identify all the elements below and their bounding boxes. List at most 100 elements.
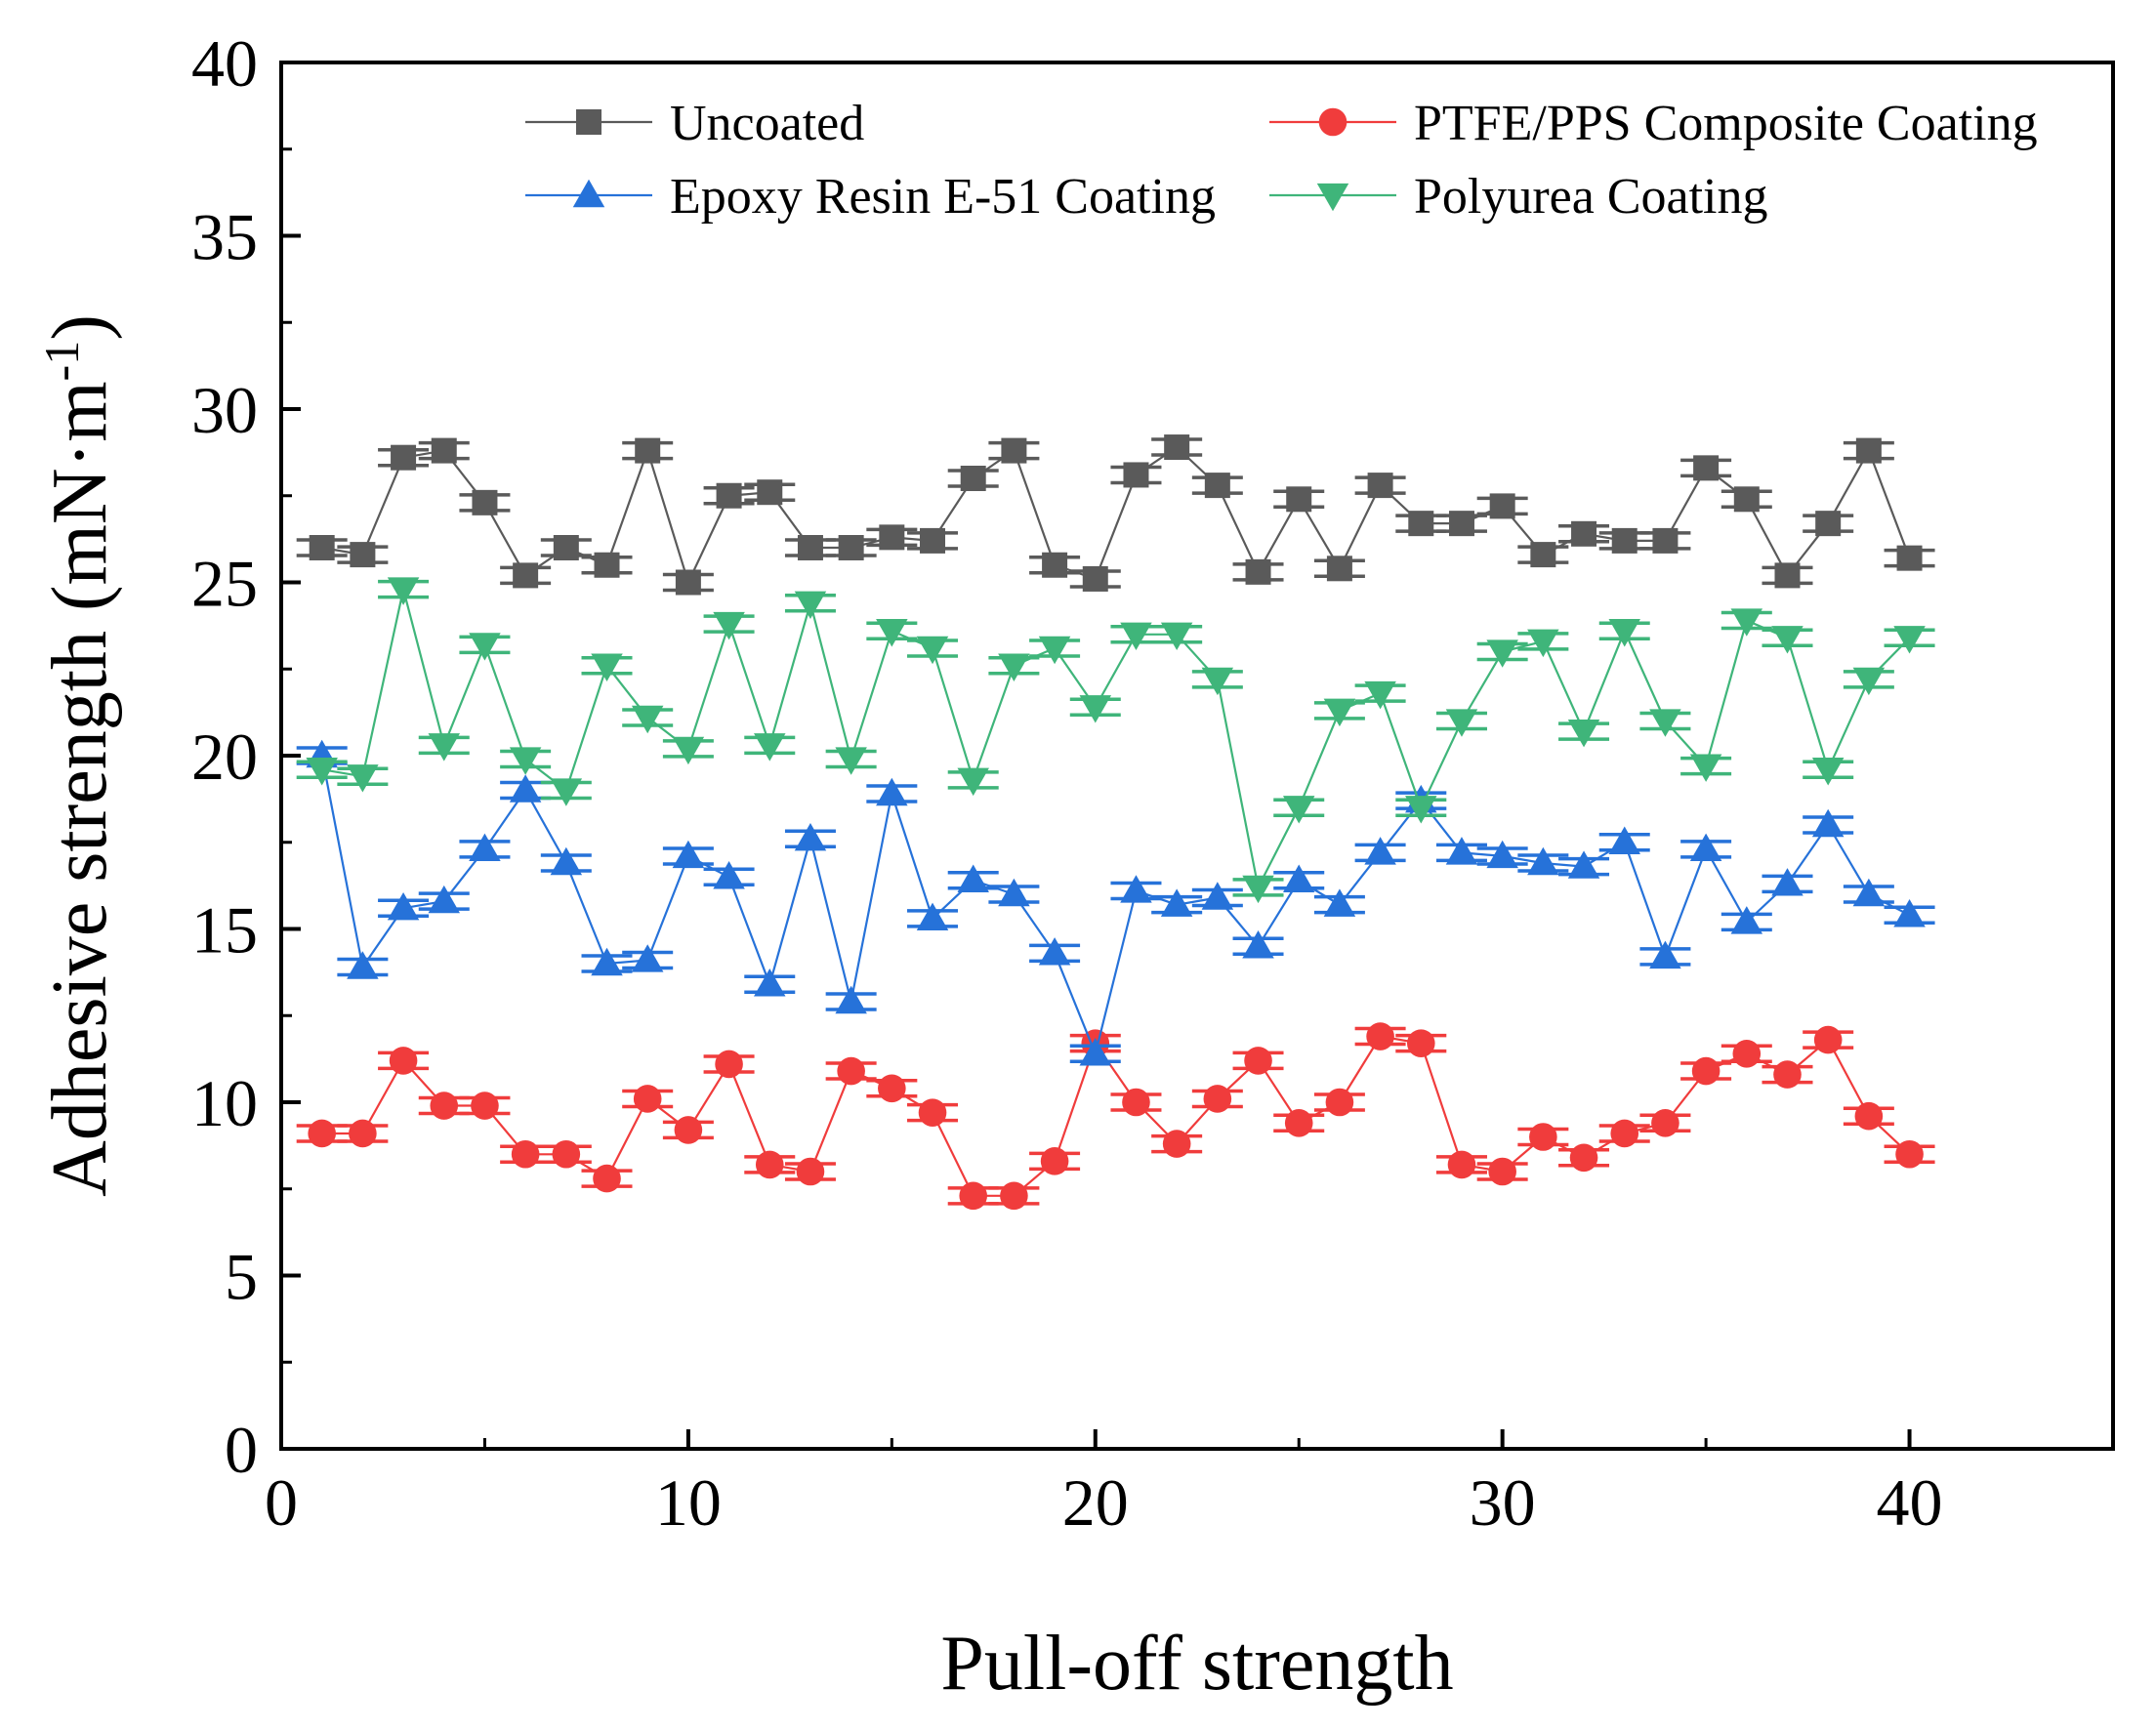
data-point [754, 733, 786, 762]
data-point [1120, 622, 1152, 650]
data-point [1852, 667, 1886, 696]
y-tick-label: 20 [191, 720, 258, 794]
data-point [1488, 1157, 1516, 1186]
data-point [1489, 493, 1515, 519]
data-point [1408, 511, 1434, 537]
data-point [1364, 680, 1396, 710]
legend-item: Polyurea Coating [1269, 169, 1768, 225]
data-point [796, 1157, 825, 1186]
data-point [1815, 511, 1842, 537]
data-point [1367, 473, 1393, 499]
data-point [1896, 545, 1923, 571]
data-point [1448, 511, 1474, 537]
data-point [1242, 930, 1274, 959]
y-tick-label: 0 [225, 1413, 258, 1487]
data-point [794, 591, 827, 620]
data-point [1811, 758, 1845, 786]
data-point [1122, 1088, 1150, 1117]
x-tick-label: 40 [1877, 1465, 1943, 1540]
series-1 [296, 434, 1935, 596]
data-point [1569, 1143, 1598, 1173]
data-point [389, 1047, 418, 1075]
y-tick-label: 10 [191, 1066, 258, 1140]
series-2 [296, 1022, 1935, 1211]
data-point [1610, 1119, 1639, 1148]
data-point [1323, 698, 1356, 727]
data-point [1530, 542, 1556, 568]
data-point [876, 619, 908, 647]
data-point [391, 444, 417, 471]
data-point [1323, 888, 1356, 917]
data-point [1326, 556, 1352, 582]
data-point [1038, 937, 1071, 966]
data-point [428, 885, 461, 914]
data-point [916, 636, 949, 665]
y-tick-label: 5 [225, 1240, 258, 1314]
data-point [1652, 527, 1679, 554]
data-point [1771, 868, 1804, 896]
data-point [716, 482, 742, 509]
data-point [1689, 754, 1722, 782]
data-point [1893, 626, 1926, 654]
data-point [755, 1150, 784, 1179]
data-point [916, 902, 949, 931]
data-point [1567, 850, 1600, 879]
data-point [1244, 1047, 1272, 1075]
data-point [1286, 486, 1312, 513]
data-point [1567, 719, 1600, 748]
data-point [1120, 875, 1152, 903]
data-point [957, 767, 989, 797]
data-point [1282, 864, 1315, 892]
x-axis-title: Pull-off strength [940, 1621, 1453, 1707]
data-point [308, 1119, 336, 1148]
data-point [387, 577, 420, 605]
data-point [957, 864, 989, 892]
legend: Uncoated PTFE/PPS Composite Coating Epoxy … [525, 96, 2038, 225]
data-point [469, 833, 501, 862]
data-point [509, 747, 542, 775]
data-point [1162, 1130, 1191, 1158]
data-point [1284, 1109, 1313, 1137]
data-point [1571, 520, 1597, 547]
data-point [835, 985, 867, 1014]
data-point [1689, 833, 1722, 862]
series-line [320, 755, 1911, 1057]
data-point [1242, 875, 1274, 904]
data-point [757, 479, 783, 506]
y-tick-label: 30 [191, 373, 258, 447]
data-point [471, 1092, 499, 1120]
data-point [1164, 434, 1190, 461]
data-point [1893, 899, 1926, 927]
data-point [1774, 562, 1801, 589]
legend-label: Uncoated [670, 96, 864, 151]
data-point [511, 1139, 540, 1169]
data-point [960, 466, 986, 491]
data-point [1201, 667, 1234, 696]
data-point [1366, 1022, 1394, 1050]
data-point [1608, 619, 1640, 647]
data-point [713, 611, 745, 640]
x-tick-label: 0 [265, 1465, 298, 1540]
data-point [1693, 455, 1720, 481]
data-point [1813, 1025, 1843, 1054]
legend-marker [572, 179, 605, 208]
data-point [472, 489, 498, 515]
series-line [321, 589, 1911, 891]
data-point [1733, 486, 1760, 513]
y-tick-label: 15 [191, 893, 258, 968]
data-point [1245, 558, 1271, 585]
data-point [428, 733, 461, 762]
y-axis-title: Adhesive strength (mN·m-1) [34, 314, 123, 1197]
data-point [794, 822, 827, 851]
data-point [1651, 1109, 1679, 1137]
data-point [878, 1074, 906, 1103]
data-point [513, 562, 539, 589]
data-point [754, 968, 786, 997]
data-point [1160, 888, 1193, 917]
data-point [1854, 1101, 1884, 1131]
data-point [1895, 1139, 1924, 1169]
data-point [550, 778, 583, 806]
data-point [1855, 437, 1882, 464]
data-point [1282, 796, 1315, 824]
